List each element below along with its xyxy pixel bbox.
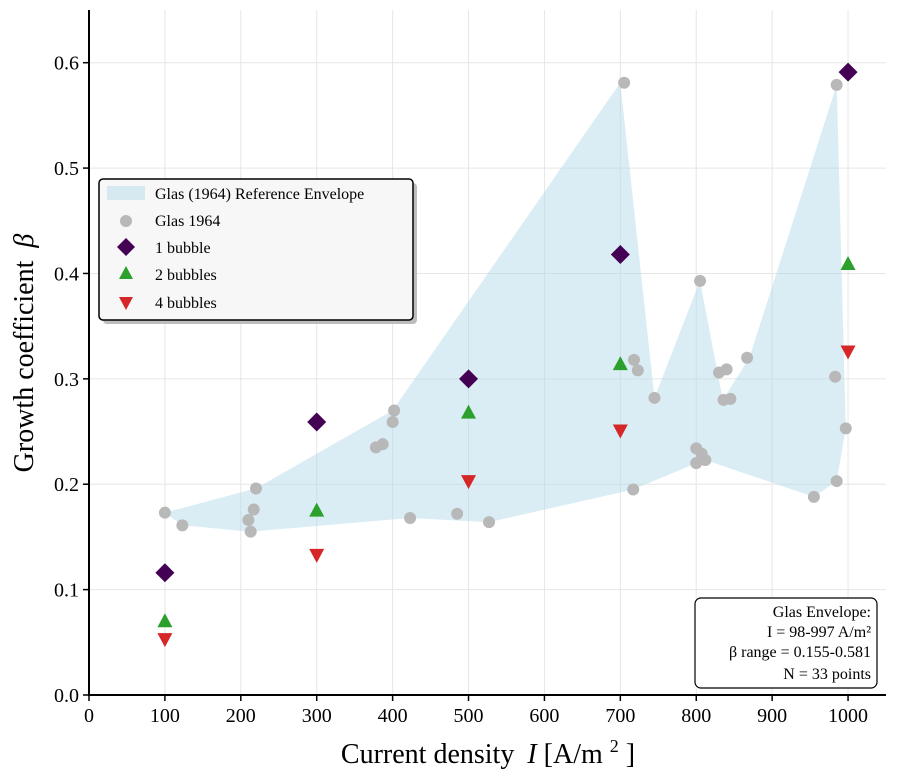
- x-axis-title-exponent: 2: [610, 736, 619, 756]
- ticks: 0 100 200 300 400 500 600 700 800 900 1000 0.0 0.1 0.…: [54, 53, 868, 727]
- glas-1964-point-27: [741, 351, 754, 364]
- 2-bubbles-point-4: [840, 255, 856, 270]
- points-layer: [155, 62, 858, 648]
- 1-bubble-point-1: [307, 412, 327, 432]
- x-tick-label-100: 100: [150, 705, 180, 727]
- 2-bubbles-point-2: [461, 404, 477, 419]
- legend-marker-1-bubble: [117, 238, 135, 256]
- 1-bubble-point-0: [155, 563, 175, 583]
- x-tick-label-300: 300: [302, 705, 332, 727]
- glas-1964-point-13: [618, 76, 631, 89]
- glas-1964-point-15: [627, 353, 640, 366]
- x-axis-title: Current density I [A/m 2 ]: [341, 728, 635, 770]
- glas-1964-point-5: [249, 482, 262, 495]
- envelope-area: [164, 82, 846, 532]
- legend: Glas (1964) Reference Envelope Glas 1964…: [98, 178, 417, 324]
- y-tick-label-6: 0.6: [54, 53, 79, 75]
- y-tick-label-5: 0.5: [54, 158, 79, 180]
- legend-label-envelope: Glas (1964) Reference Envelope: [155, 186, 364, 203]
- glas-1964-point-9: [388, 404, 401, 417]
- x-tick-label-600: 600: [529, 705, 559, 727]
- x-tick-label-900: 900: [757, 705, 787, 727]
- glas-1964-point-16: [631, 364, 644, 377]
- legend-box: [98, 178, 414, 321]
- glas-1964-point-22: [699, 453, 712, 466]
- glas-1964-point-3: [244, 525, 257, 538]
- glas-1964-point-8: [386, 416, 399, 429]
- x-tick-label-1000: 1000: [828, 705, 868, 727]
- y-tick-label-2: 0.2: [54, 474, 79, 496]
- legend-label-glas: Glas 1964: [155, 213, 220, 230]
- x-tick-label-800: 800: [681, 705, 711, 727]
- glas-1964-point-30: [830, 475, 843, 488]
- glas-1964-point-19: [690, 457, 703, 470]
- legend-marker-4-bubbles: [119, 297, 133, 310]
- glas-1964-point-7: [376, 438, 389, 451]
- x-axis-title-unit-end: ]: [626, 739, 635, 770]
- glas-1964-point-25: [720, 363, 733, 376]
- y-tick-label-4: 0.4: [54, 263, 79, 285]
- y-tick-label-1: 0.1: [54, 580, 79, 602]
- 4-bubbles-point-4: [840, 345, 856, 360]
- legend-envelope-swatch: [107, 186, 145, 200]
- 2-bubbles-point-0: [157, 613, 173, 628]
- legend-marker-2-bubbles: [119, 266, 133, 279]
- legend-label-1-bubble: 1 bubble: [155, 240, 211, 257]
- glas-1964-point-20: [694, 274, 707, 287]
- x-axis-title-text: Current density: [341, 739, 514, 770]
- x-tick-label-500: 500: [454, 705, 484, 727]
- glas-1964-point-11: [451, 507, 464, 520]
- glas-1964-point-26: [724, 392, 737, 405]
- axes: [88, 10, 886, 696]
- annotation-line-2: I = 98-997 A/m²: [767, 624, 871, 641]
- glas-1964-point-17: [648, 391, 661, 404]
- y-tick-label-3: 0.3: [54, 369, 79, 391]
- y-tick-label-0: 0.0: [54, 685, 79, 707]
- legend-marker-glas: [120, 215, 132, 227]
- y-axis-title-symbol: β: [9, 234, 40, 249]
- annotation-box: [694, 597, 878, 689]
- glas-1964-point-10: [404, 511, 417, 524]
- glas-1964-point-28: [807, 490, 820, 503]
- 4-bubbles-point-3: [612, 424, 628, 439]
- glas-1964-point-4: [247, 503, 260, 516]
- y-axis-title-text: Growth coefficient: [9, 260, 40, 472]
- 2-bubbles-point-1: [309, 502, 325, 517]
- 1-bubble-point-3: [610, 244, 630, 264]
- glas-1964-point-1: [176, 519, 189, 532]
- x-tick-label-700: 700: [605, 705, 635, 727]
- x-tick-label-400: 400: [378, 705, 408, 727]
- glas-1964-point-12: [483, 516, 496, 529]
- glas-1964-point-0: [158, 506, 171, 519]
- legend-label-2-bubbles: 2 bubbles: [155, 267, 217, 284]
- legend-label-4-bubbles: 4 bubbles: [155, 295, 217, 312]
- 4-bubbles-point-2: [461, 475, 477, 490]
- 1-bubble-point-4: [838, 62, 858, 82]
- annotation-line-3: β range = 0.155-0.581: [729, 644, 871, 661]
- 4-bubbles-point-1: [309, 548, 325, 563]
- 2-bubbles-point-3: [612, 356, 628, 371]
- glas-1964-point-2: [242, 514, 255, 527]
- glas-1964-point-29: [829, 370, 842, 383]
- annotation-line-4: N = 33 points: [783, 666, 871, 683]
- x-tick-label-0: 0: [84, 705, 94, 727]
- envelope-layer: [164, 82, 846, 532]
- glas-1964-point-32: [839, 422, 852, 435]
- x-axis-title-symbol: I: [526, 739, 538, 770]
- 4-bubbles-point-0: [157, 633, 173, 648]
- glas-1964-point-31: [830, 78, 843, 91]
- annotation-line-1: Glas Envelope:: [773, 604, 871, 621]
- x-tick-label-200: 200: [226, 705, 256, 727]
- y-axis-title: Growth coefficient β: [9, 234, 40, 473]
- 1-bubble-point-2: [459, 369, 479, 389]
- glas-1964-point-14: [627, 483, 640, 496]
- envelope-annotation: Glas Envelope: I = 98-997 A/m² β range =…: [694, 597, 878, 689]
- x-axis-title-unit: [A/m: [544, 739, 603, 770]
